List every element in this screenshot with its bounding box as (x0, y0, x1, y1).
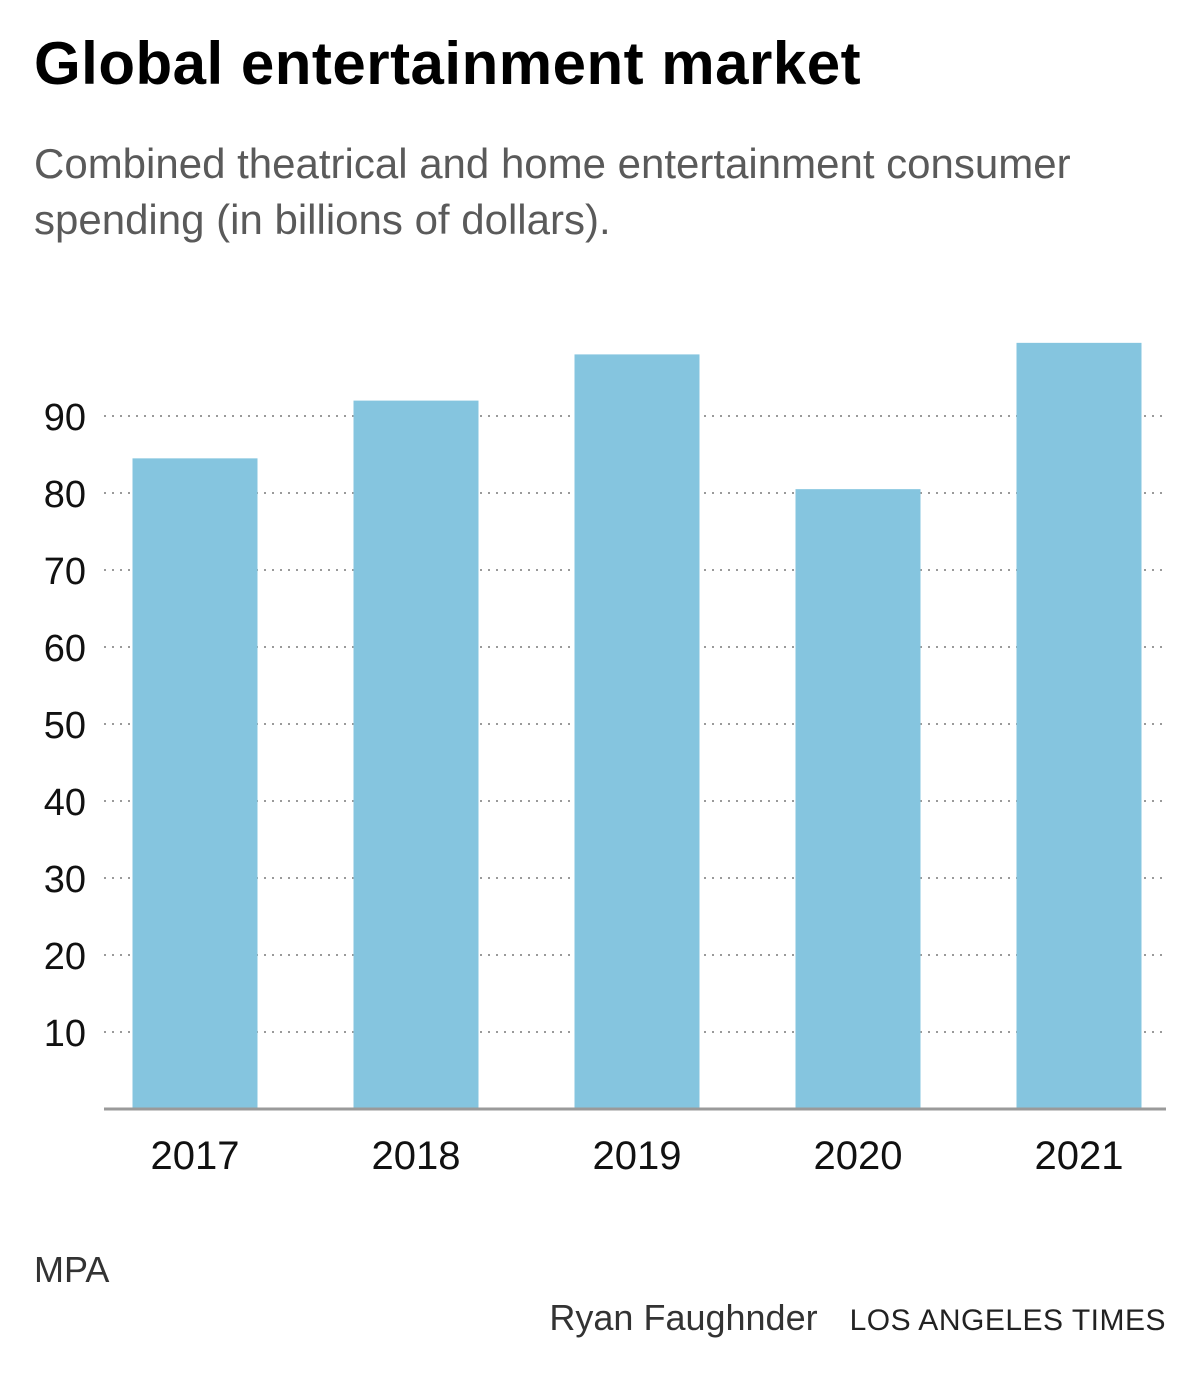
chart-subtitle: Combined theatrical and home entertainme… (34, 140, 1071, 243)
x-tick-label: 2021 (1035, 1134, 1124, 1178)
y-tick-label: 90 (44, 397, 86, 439)
bar-2021 (1016, 342, 1142, 1110)
y-tick-label: 20 (44, 936, 86, 978)
bar-chart: 10 20 30 40 50 60 70 80 90 2017 2018 2019 2020 2021 (44, 342, 1166, 1178)
byline: Ryan Faughnder LOS ANGELES TIMES (549, 1296, 1166, 1343)
source-credit: MPA (34, 1249, 110, 1290)
bar-2019 (574, 354, 700, 1109)
y-tick-label: 30 (44, 859, 86, 901)
y-tick-label: 70 (44, 551, 86, 593)
bar-2020 (795, 489, 921, 1109)
bar-2018 (353, 400, 479, 1110)
y-tick-label: 80 (44, 474, 86, 516)
y-tick-label: 60 (44, 628, 86, 670)
x-tick-label: 2017 (151, 1134, 240, 1178)
author-name: Ryan Faughnder (549, 1297, 818, 1338)
x-tick-label: 2020 (814, 1134, 903, 1178)
y-tick-label: 50 (44, 705, 86, 747)
x-tick-label: 2019 (593, 1134, 682, 1178)
y-tick-label: 10 (44, 1013, 86, 1055)
x-tick-label: 2018 (372, 1134, 461, 1178)
outlet-name: LOS ANGELES TIMES (849, 1304, 1166, 1337)
bar-2017 (132, 458, 258, 1110)
chart-title: Global entertainment market (34, 30, 862, 97)
y-tick-label: 40 (44, 782, 86, 824)
